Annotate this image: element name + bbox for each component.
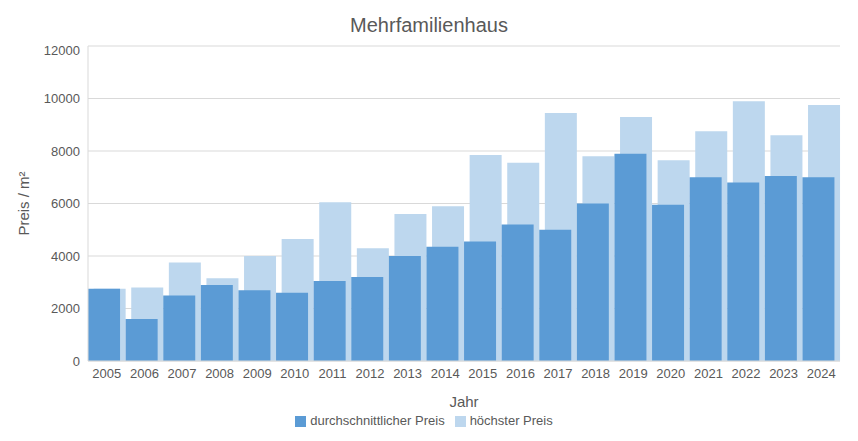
- svg-text:10000: 10000: [44, 91, 80, 106]
- svg-text:2013: 2013: [393, 366, 422, 381]
- svg-text:6000: 6000: [51, 196, 80, 211]
- svg-text:2017: 2017: [544, 366, 573, 381]
- svg-text:2005: 2005: [92, 366, 121, 381]
- svg-text:2019: 2019: [619, 366, 648, 381]
- svg-text:2012: 2012: [356, 366, 385, 381]
- svg-text:Jahr: Jahr: [449, 393, 478, 410]
- html-text:durchschnittlicher Preis: durchschnittlicher Preis: [310, 413, 445, 428]
- svg-text:Preis / m²: Preis / m²: [15, 171, 32, 235]
- svg-text:2011: 2011: [318, 366, 346, 381]
- svg-text:2022: 2022: [732, 366, 761, 381]
- svg-text:8000: 8000: [51, 144, 80, 159]
- svg-text:2018: 2018: [581, 366, 610, 381]
- svg-text:2006: 2006: [130, 366, 159, 381]
- svg-text:2021: 2021: [694, 366, 723, 381]
- svg-text:2015: 2015: [468, 366, 497, 381]
- html-text:höchster Preis: höchster Preis: [469, 413, 553, 428]
- svg-text:2008: 2008: [205, 366, 234, 381]
- svg-text:2023: 2023: [769, 366, 798, 381]
- html-text:Mehrfamilienhaus: Mehrfamilienhaus: [350, 14, 508, 36]
- svg-text:2010: 2010: [280, 366, 309, 381]
- svg-text:0: 0: [73, 354, 80, 369]
- svg-text:2007: 2007: [168, 366, 197, 381]
- svg-text:2024: 2024: [807, 366, 836, 381]
- svg-text:2000: 2000: [51, 301, 80, 316]
- svg-text:12000: 12000: [44, 43, 80, 58]
- svg-text:2014: 2014: [431, 366, 460, 381]
- svg-text:2009: 2009: [243, 366, 272, 381]
- svg-text:4000: 4000: [51, 249, 80, 264]
- svg-text:2016: 2016: [506, 366, 535, 381]
- svg-text:2020: 2020: [656, 366, 685, 381]
